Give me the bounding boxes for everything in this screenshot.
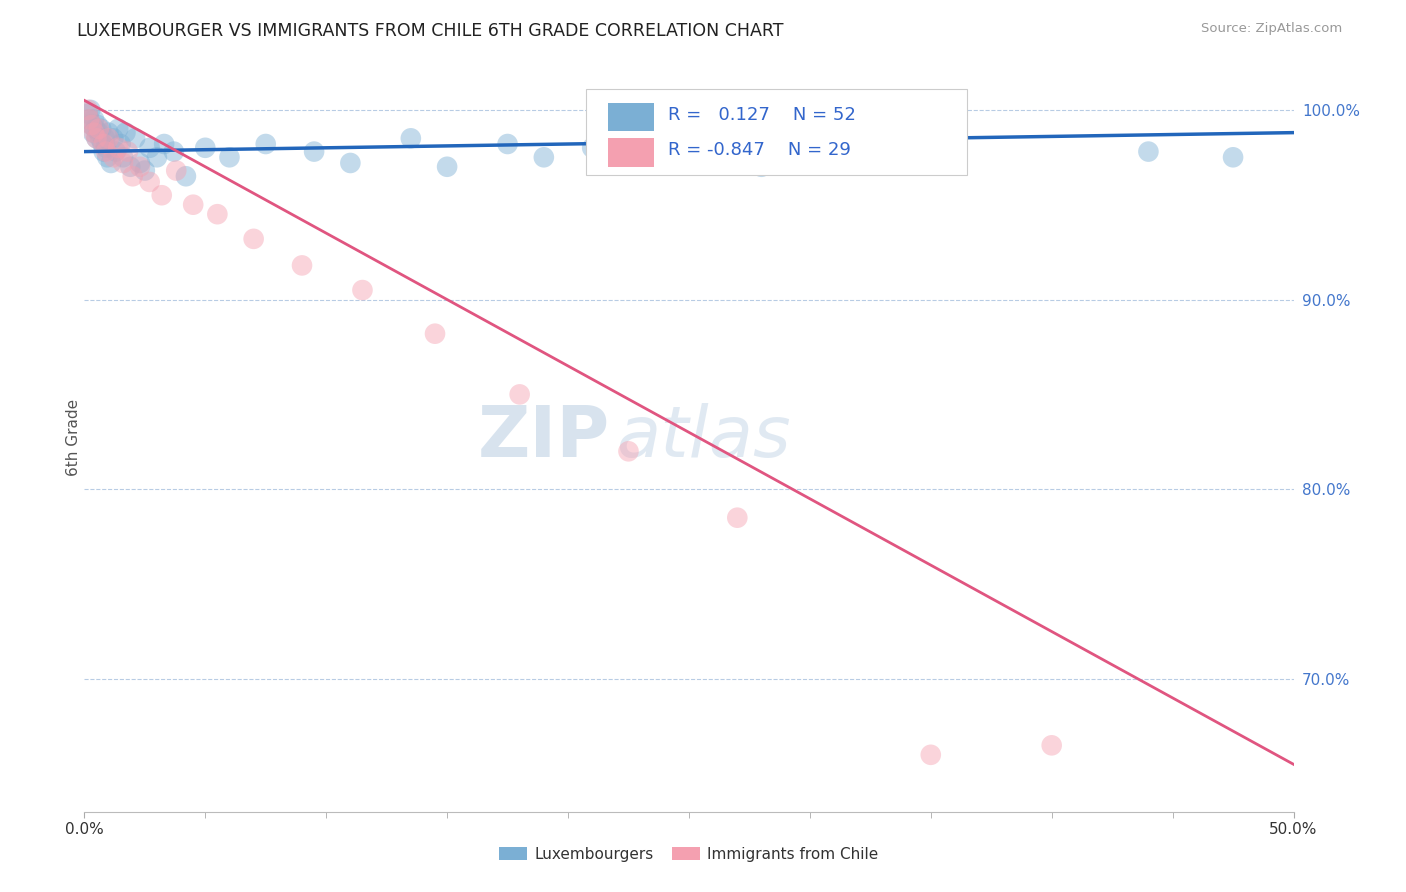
Point <box>165 163 187 178</box>
Text: Source: ZipAtlas.com: Source: ZipAtlas.com <box>1202 22 1343 36</box>
Point <box>423 326 446 341</box>
Point <box>114 126 136 140</box>
Point <box>138 141 160 155</box>
Point <box>181 197 204 211</box>
Point <box>129 160 152 174</box>
Text: ZIP: ZIP <box>478 402 610 472</box>
Point <box>194 141 217 155</box>
Point <box>496 136 519 151</box>
FancyBboxPatch shape <box>607 138 654 167</box>
Point <box>399 131 422 145</box>
Point <box>302 145 325 159</box>
Point <box>146 150 169 164</box>
Point <box>82 126 104 140</box>
Point <box>920 141 942 155</box>
Point <box>207 207 229 221</box>
Point <box>83 112 105 127</box>
FancyBboxPatch shape <box>607 103 654 131</box>
Point <box>352 283 374 297</box>
Point <box>121 169 143 184</box>
Point <box>509 387 531 401</box>
Point <box>153 136 176 151</box>
Point <box>96 150 118 164</box>
Point <box>84 121 107 136</box>
Point <box>436 160 458 174</box>
Point <box>138 175 160 189</box>
Point <box>112 156 135 170</box>
Point <box>89 131 111 145</box>
Point <box>79 103 101 117</box>
Point <box>86 131 108 145</box>
Point <box>174 169 197 184</box>
Point <box>630 156 652 170</box>
Point <box>291 259 314 273</box>
Point <box>87 121 110 136</box>
Point <box>104 145 127 159</box>
Point <box>100 156 122 170</box>
Point <box>97 131 120 145</box>
Point <box>690 131 713 145</box>
Point <box>751 160 773 174</box>
Point <box>920 747 942 762</box>
Point <box>91 136 114 151</box>
Point <box>150 188 173 202</box>
FancyBboxPatch shape <box>586 88 967 175</box>
Point <box>339 156 361 170</box>
Point <box>97 126 120 140</box>
Point <box>254 136 277 151</box>
Y-axis label: 6th Grade: 6th Grade <box>66 399 80 475</box>
Point <box>1222 150 1244 164</box>
Point <box>86 131 108 145</box>
Point <box>107 121 129 136</box>
Point <box>83 126 105 140</box>
Point <box>1137 145 1160 159</box>
Text: R = -0.847    N = 29: R = -0.847 N = 29 <box>668 141 851 159</box>
Point <box>163 145 186 159</box>
Point <box>93 145 115 159</box>
Point <box>129 156 152 170</box>
Point <box>80 118 103 132</box>
Point <box>93 136 115 151</box>
Point <box>90 121 112 136</box>
Point <box>107 141 129 155</box>
Point <box>77 112 100 127</box>
Point <box>112 150 135 164</box>
Point <box>94 131 117 145</box>
Point <box>799 136 821 151</box>
Point <box>725 510 748 524</box>
Point <box>117 145 139 159</box>
Point <box>581 141 603 155</box>
Text: R =   0.127    N = 52: R = 0.127 N = 52 <box>668 106 856 124</box>
Point <box>77 112 100 127</box>
Point <box>77 106 100 120</box>
Point <box>87 126 110 140</box>
Point <box>124 131 146 145</box>
Point <box>103 131 125 145</box>
Point <box>80 118 103 132</box>
Text: LUXEMBOURGER VS IMMIGRANTS FROM CHILE 6TH GRADE CORRELATION CHART: LUXEMBOURGER VS IMMIGRANTS FROM CHILE 6T… <box>77 22 783 40</box>
Text: atlas: atlas <box>616 402 792 472</box>
Point <box>134 163 156 178</box>
Legend: Luxembourgers, Immigrants from Chile: Luxembourgers, Immigrants from Chile <box>494 840 884 868</box>
Point <box>533 150 555 164</box>
Point <box>218 150 240 164</box>
Point <box>242 232 264 246</box>
Point <box>94 145 117 159</box>
Point <box>103 150 125 164</box>
Point <box>77 103 100 117</box>
Point <box>846 150 869 164</box>
Point <box>86 118 108 132</box>
Point <box>1040 739 1063 753</box>
Point <box>617 444 640 458</box>
Point <box>94 141 117 155</box>
Point <box>110 136 132 151</box>
Point <box>120 160 142 174</box>
